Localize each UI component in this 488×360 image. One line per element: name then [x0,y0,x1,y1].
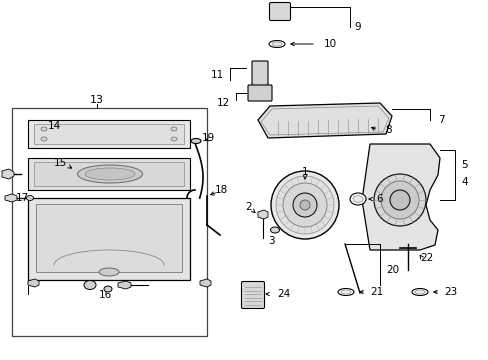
Circle shape [373,174,425,226]
Text: 5: 5 [460,160,467,170]
Polygon shape [28,279,39,287]
Text: 8: 8 [384,125,391,135]
Text: 4: 4 [460,177,467,187]
Text: 21: 21 [369,287,383,297]
FancyBboxPatch shape [269,3,290,21]
Ellipse shape [271,42,282,46]
Ellipse shape [340,290,350,294]
Polygon shape [258,210,267,219]
FancyBboxPatch shape [247,85,271,101]
Ellipse shape [270,227,279,233]
Circle shape [283,183,326,227]
Ellipse shape [41,127,47,131]
Ellipse shape [414,290,424,294]
Polygon shape [118,281,131,289]
Polygon shape [28,120,190,148]
Polygon shape [200,279,210,287]
Polygon shape [28,198,190,280]
Polygon shape [5,194,17,202]
Ellipse shape [99,268,119,276]
Ellipse shape [411,288,427,296]
Text: 7: 7 [437,115,444,125]
Polygon shape [361,144,439,250]
Text: 24: 24 [276,289,290,299]
Polygon shape [28,158,190,190]
Text: 18: 18 [214,185,227,195]
Ellipse shape [41,137,47,141]
Ellipse shape [26,195,34,201]
Circle shape [275,176,333,234]
Ellipse shape [337,288,353,296]
Text: 16: 16 [98,290,111,300]
Polygon shape [258,103,391,138]
Polygon shape [34,124,183,144]
Text: 3: 3 [267,236,274,246]
Ellipse shape [171,127,177,131]
Ellipse shape [84,280,96,289]
Text: 11: 11 [210,70,224,80]
Text: 19: 19 [201,133,214,143]
FancyBboxPatch shape [251,61,267,93]
Circle shape [389,190,409,210]
Text: 2: 2 [245,202,252,212]
Ellipse shape [268,40,285,48]
Polygon shape [2,169,14,179]
Ellipse shape [77,165,142,183]
Text: 17: 17 [15,193,29,203]
Polygon shape [34,162,183,186]
Ellipse shape [349,193,365,205]
Text: 23: 23 [443,287,456,297]
Circle shape [292,193,316,217]
Ellipse shape [85,168,135,180]
Polygon shape [36,204,182,272]
Text: 6: 6 [375,194,382,204]
Ellipse shape [104,286,112,292]
Text: 12: 12 [216,98,229,108]
Ellipse shape [352,195,362,202]
Text: 13: 13 [90,95,104,105]
Text: 20: 20 [385,265,398,275]
Circle shape [380,181,418,219]
Circle shape [299,200,309,210]
Text: 22: 22 [419,253,432,263]
FancyBboxPatch shape [241,282,264,309]
Text: 15: 15 [53,158,66,168]
Ellipse shape [191,139,201,144]
Text: 14: 14 [47,121,61,131]
Bar [12,108,206,336]
Text: 9: 9 [354,22,361,32]
Text: 10: 10 [323,39,336,49]
Text: 1: 1 [301,167,307,177]
Circle shape [270,171,338,239]
Ellipse shape [171,137,177,141]
